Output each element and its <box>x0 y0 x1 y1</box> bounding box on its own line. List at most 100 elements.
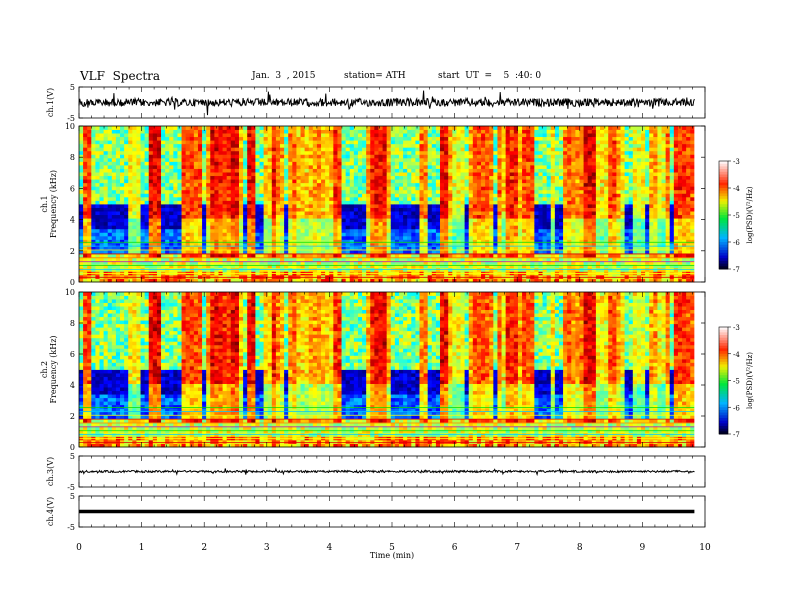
heatmap-cell <box>460 250 466 255</box>
heatmap-cell <box>161 129 166 134</box>
heatmap-cell <box>300 239 306 244</box>
heatmap-cell <box>247 143 252 148</box>
heatmap-cell <box>79 161 84 166</box>
heatmap-cell <box>280 193 285 198</box>
heatmap-cell <box>267 225 273 230</box>
heatmap-cell <box>111 172 117 177</box>
heatmap-cell <box>288 250 293 255</box>
heatmap-cell <box>140 133 146 138</box>
heatmap-cell <box>415 243 420 247</box>
heatmap-cell <box>489 193 494 198</box>
heatmap-cell <box>386 140 392 145</box>
heatmap-cell <box>234 278 240 283</box>
heatmap-cell <box>382 225 388 230</box>
heatmap-cell <box>505 175 511 180</box>
heatmap-cell <box>140 250 146 255</box>
heatmap-cell <box>329 179 334 184</box>
heatmap-cell <box>435 129 441 134</box>
heatmap-cell <box>329 253 334 258</box>
heatmap-cell <box>91 207 96 212</box>
heatmap-cell <box>103 168 109 173</box>
heatmap-cell <box>226 133 232 138</box>
heatmap-cell <box>185 157 191 162</box>
heatmap-cell <box>460 274 466 279</box>
heatmap-cell <box>341 161 347 166</box>
heatmap-cell <box>185 225 191 230</box>
heatmap-cell <box>103 161 109 166</box>
heatmap-cell <box>362 193 367 198</box>
heatmap-cell <box>472 211 478 216</box>
heatmap-cell <box>140 204 146 208</box>
heatmap-cell <box>476 168 482 173</box>
heatmap-cell <box>120 165 125 169</box>
heatmap-cell <box>357 150 363 155</box>
heatmap-cell <box>460 168 466 173</box>
heatmap-cell <box>230 154 236 159</box>
heatmap-cell <box>169 250 174 255</box>
heatmap-cell <box>345 260 351 265</box>
heatmap-cell <box>440 147 445 152</box>
heatmap-cell <box>202 186 207 191</box>
heatmap-cell <box>197 196 203 201</box>
heatmap-cell <box>144 278 150 283</box>
heatmap-cell <box>316 214 322 219</box>
heatmap-cell <box>284 260 289 265</box>
heatmap-cell <box>517 235 523 240</box>
heatmap-cell <box>378 182 383 187</box>
heatmap-cell <box>238 193 244 198</box>
heatmap-cell <box>411 150 416 155</box>
heatmap-cell <box>513 157 519 162</box>
heatmap-cell <box>435 133 441 138</box>
heatmap-cell <box>156 143 162 148</box>
heatmap-cell <box>165 260 170 265</box>
heatmap-cell <box>534 250 539 255</box>
heatmap-cell <box>292 278 297 283</box>
heatmap-cell <box>316 204 322 208</box>
heatmap-cell <box>398 168 404 173</box>
heatmap-cell <box>493 129 498 134</box>
heatmap-cell <box>165 154 170 159</box>
heatmap-cell <box>440 214 445 219</box>
heatmap-cell <box>234 136 240 141</box>
heatmap-cell <box>222 154 228 159</box>
heatmap-cell <box>284 274 289 279</box>
heatmap-cell <box>103 278 109 283</box>
heatmap-cell <box>206 182 211 187</box>
heatmap-cell <box>489 264 494 269</box>
heatmap-cell <box>259 225 265 230</box>
heatmap-cell <box>165 228 170 233</box>
heatmap-cell <box>440 165 445 169</box>
heatmap-cell <box>481 228 486 233</box>
heatmap-cell <box>103 200 109 205</box>
heatmap-cell <box>456 218 461 223</box>
heatmap-cell <box>419 175 424 180</box>
heatmap-cell <box>300 218 306 223</box>
heatmap-cell <box>161 133 166 138</box>
heatmap-cell <box>411 165 416 169</box>
heatmap-cell <box>267 136 273 141</box>
heatmap-cell <box>120 140 125 145</box>
heatmap-cell <box>83 172 88 177</box>
heatmap-cell <box>99 218 105 223</box>
heatmap-cell <box>370 204 375 208</box>
heatmap-cell <box>79 150 84 155</box>
heatmap-cell <box>128 225 133 230</box>
heatmap-cell <box>218 274 223 279</box>
heatmap-cell <box>206 264 211 269</box>
heatmap-cell <box>468 150 474 155</box>
heatmap-cell <box>128 189 133 194</box>
heatmap-cell <box>382 274 388 279</box>
heatmap-cell <box>140 157 146 162</box>
heatmap-cell <box>91 186 96 191</box>
heatmap-cell <box>476 211 482 216</box>
heatmap-cell <box>378 196 383 201</box>
heatmap-cell <box>255 246 260 251</box>
heatmap-cell <box>370 221 375 226</box>
heatmap-cell <box>280 257 285 262</box>
heatmap-cell <box>526 143 531 148</box>
heatmap-cell <box>87 264 92 269</box>
heatmap-cell <box>509 221 515 226</box>
heatmap-cell <box>534 136 539 141</box>
heatmap-cell <box>111 175 117 180</box>
heatmap-cell <box>103 140 109 145</box>
